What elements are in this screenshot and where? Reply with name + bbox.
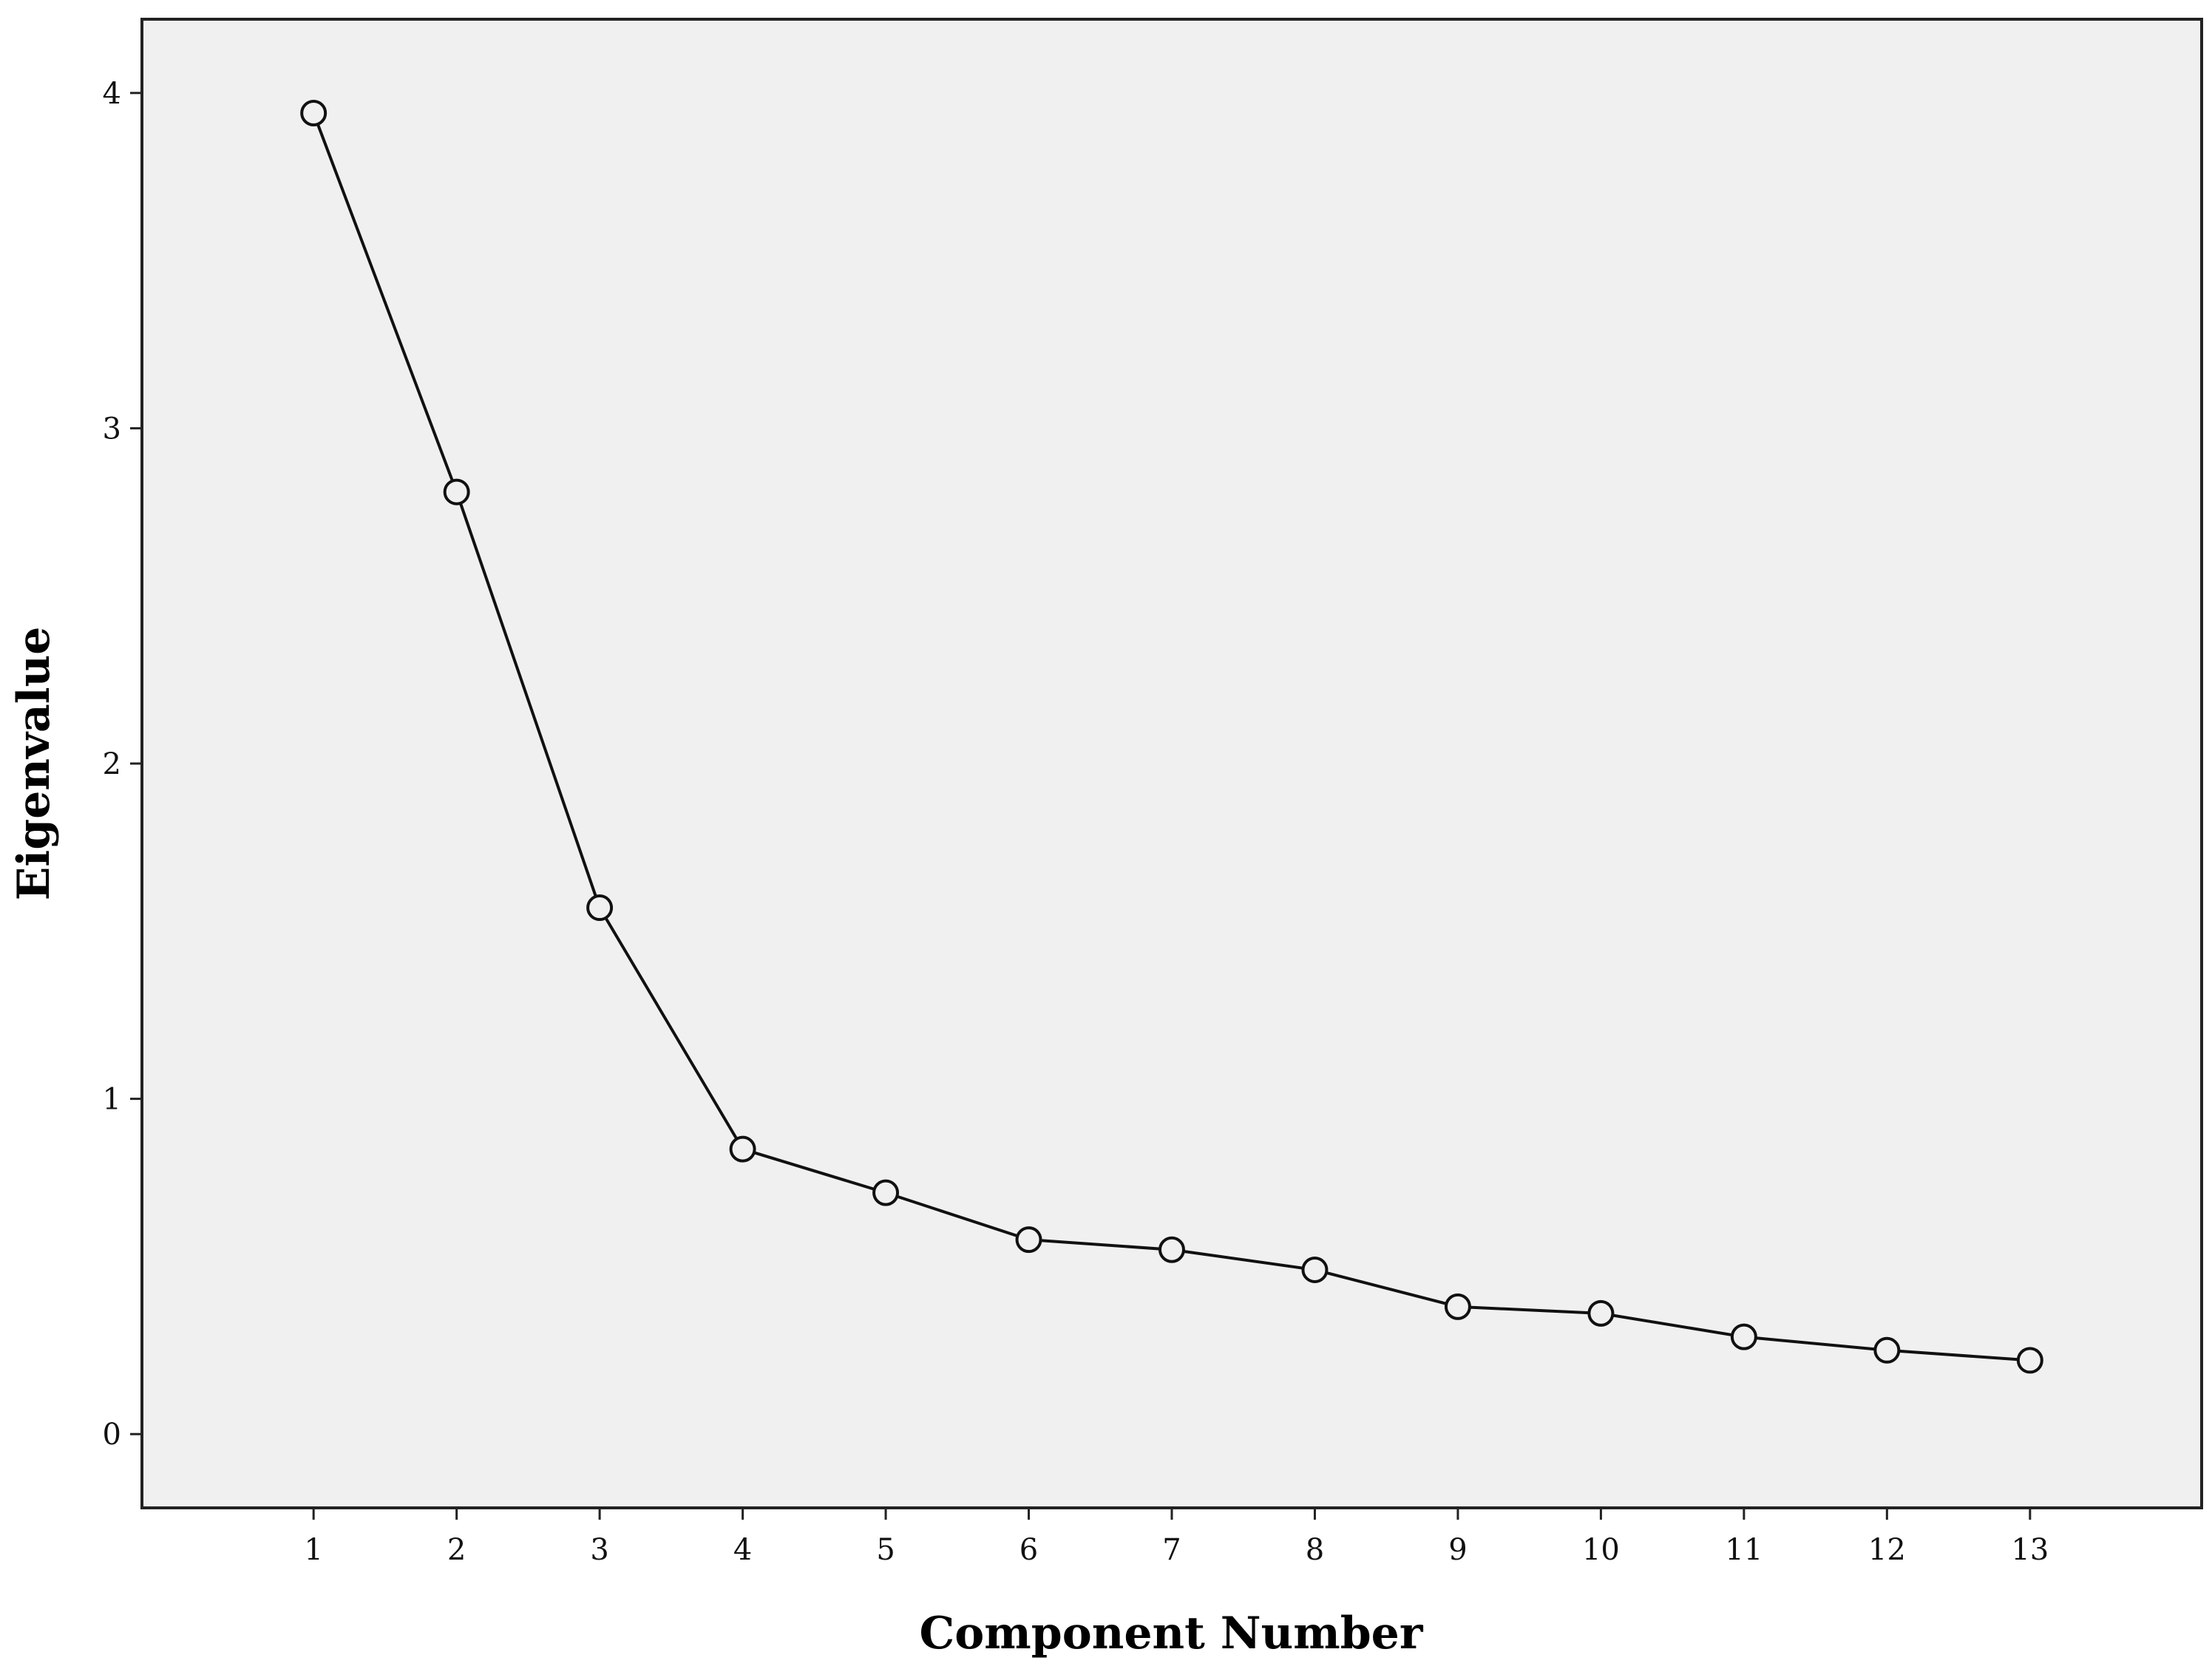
y-axis-ticks: 0 1 2 3 4 (103, 77, 142, 1452)
data-point (2016, 1347, 2043, 1374)
data-point (1873, 1336, 1901, 1364)
x-tick-label: 3 (590, 1533, 608, 1567)
x-tick-label: 5 (876, 1533, 895, 1567)
x-axis-ticks: 1 2 3 4 5 6 7 8 9 10 11 12 13 (304, 1508, 2049, 1567)
y-tick-label: 2 (103, 747, 121, 781)
y-tick-label: 3 (103, 412, 121, 446)
x-tick-label: 8 (1306, 1533, 1324, 1567)
data-point (1730, 1323, 1757, 1350)
y-tick-label: 1 (103, 1083, 121, 1117)
x-tick-label: 4 (733, 1533, 752, 1567)
x-tick-label: 2 (447, 1533, 466, 1567)
x-tick-label: 12 (1868, 1533, 1906, 1567)
plot-area (140, 18, 2203, 1509)
x-tick-label: 1 (304, 1533, 322, 1567)
y-tick-label: 4 (103, 77, 121, 111)
series-layer (300, 100, 2043, 1374)
y-axis-title: Eigenvalue (8, 627, 60, 901)
x-tick-label: 13 (2011, 1533, 2049, 1567)
data-point (1444, 1293, 1471, 1320)
y-tick-label: 0 (103, 1418, 121, 1452)
x-tick-label: 6 (1020, 1533, 1038, 1567)
x-tick-label: 10 (1582, 1533, 1620, 1567)
x-tick-label: 11 (1725, 1533, 1763, 1567)
data-point (443, 478, 470, 506)
x-tick-label: 7 (1162, 1533, 1181, 1567)
x-axis-title: Component Number (920, 1608, 1424, 1659)
data-point (586, 894, 614, 922)
data-point (729, 1135, 756, 1163)
data-point (1158, 1236, 1185, 1263)
x-tick-label: 9 (1448, 1533, 1467, 1567)
data-point (1015, 1226, 1042, 1254)
data-point (872, 1179, 900, 1206)
data-point (300, 100, 328, 127)
data-point (1301, 1256, 1329, 1283)
data-point (1587, 1299, 1615, 1327)
